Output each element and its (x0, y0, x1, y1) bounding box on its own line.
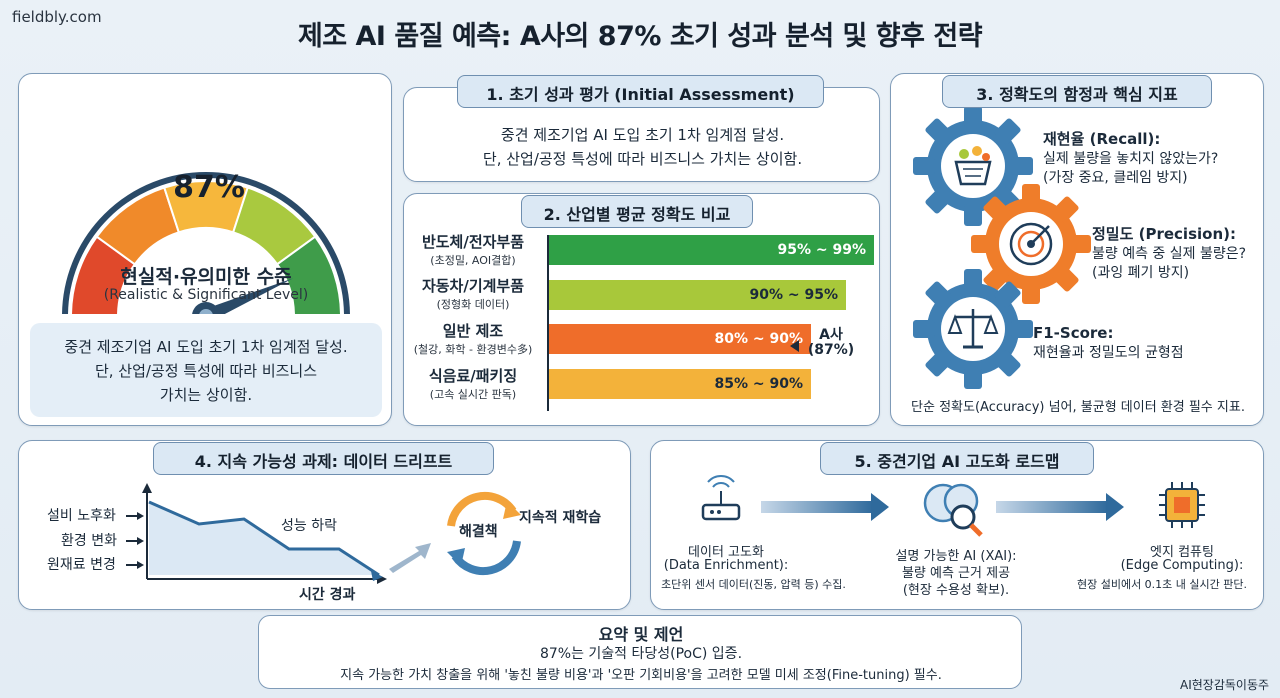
gear-f1-icon (913, 269, 1033, 389)
industry-row-label: 일반 제조 (철강, 화학 - 환경변수多) (403, 320, 543, 357)
gauge-hub-inner (199, 309, 213, 314)
metrics-panel: 재현율 (Recall): 실제 불량을 놓치지 않았는가? (가장 중요, 클… (890, 73, 1264, 426)
summary-title: 요약 및 제언 (598, 625, 684, 644)
roadmap-step-2-title2: 불량 예측 근거 제공 (901, 566, 1011, 581)
gauge-segment (275, 235, 342, 314)
gauge-note-line: 중견 제조기업 AI 도입 초기 1차 임계점 달성. (64, 338, 348, 356)
summary-line-1: 87%는 기술적 타당성(PoC) 입증. (539, 646, 743, 662)
gauge-label-en: (Realistic & Significant Level) (103, 287, 309, 303)
metric-recall-note: (가장 중요, 클레임 방지) (1043, 170, 1188, 186)
assessment-line: 단, 산업/공정 특성에 따라 비즈니스 가치는 상이함. (482, 150, 803, 168)
roadmap-step-2-title: 설명 가능한 AI (XAI): (895, 549, 1017, 564)
drift-cause-2: 환경 변화 (61, 533, 117, 549)
company-marker-arrow (790, 340, 799, 352)
roadmap-step-1-title2: (Data Enrichment): (663, 558, 789, 573)
roadmap-step-3-title: 엣지 컴퓨팅 (1150, 545, 1214, 560)
router-icon (701, 475, 741, 521)
gauge-hub (192, 302, 220, 314)
roadmap-tab: 5. 중견기업 AI 고도화 로드맵 (820, 442, 1094, 475)
gauge-needle (203, 278, 294, 314)
industry-sub: (고속 실시간 판독) (429, 388, 517, 401)
metrics-footer: 단순 정확도(Accuracy) 넘어, 불균형 데이터 환경 필수 지표. (911, 400, 1245, 415)
industry-name: 자동차/기계부품 (421, 277, 525, 295)
gauge-rim (62, 172, 350, 314)
gauge-panel: 87% 현실적·유의미한 수준 (Realistic & Significant… (18, 73, 392, 426)
company-marker-label: A사 (819, 327, 843, 343)
drift-cause-3: 원재료 변경 (47, 557, 116, 573)
drift-chart (126, 483, 521, 584)
assessment-line: 중견 제조기업 AI 도입 초기 1차 임계점 달성. (500, 126, 785, 144)
industry-bar: 90% ~ 95% (549, 280, 846, 310)
roadmap-step-1-desc: 초단위 센서 데이터(진동, 압력 등) 수집. (661, 578, 846, 591)
gear-precision-icon (971, 184, 1091, 304)
accuracy-gauge (62, 172, 350, 314)
metric-recall: 재현율 (Recall): 실제 불량을 놓치지 않았는가? (가장 중요, 클… (1043, 130, 1263, 188)
summary-box: 요약 및 제언 87%는 기술적 타당성(PoC) 입증. 지속 가능한 가치 … (258, 615, 1022, 689)
industry-bar: 80% ~ 90% (549, 324, 811, 354)
drift-decline-label: 성능 하락 (281, 518, 337, 534)
gauge-note-line: 단, 산업/공정 특성에 따라 비즈니스 (94, 362, 318, 380)
metric-gears (913, 106, 1091, 389)
drift-solution: 해결책 (459, 524, 498, 540)
industry-name: 일반 제조 (442, 322, 504, 340)
industry-chart: 반도체/전자부품 (초정밀, AOI결합) 95% ~ 99% 자동차/기계부품 (정형… (403, 193, 880, 426)
chart-axis-line (547, 235, 549, 411)
summary-line-2: 지속 가능한 가치 창출을 위해 '놓친 불량 비용'과 '오판 기회비용'을 … (340, 668, 942, 683)
metric-f1-title: F1-Score: (1033, 324, 1114, 342)
drift-tab: 4. 지속 가능성 과제: 데이터 드리프트 (153, 442, 494, 475)
industry-name: 식음료/패키징 (428, 367, 518, 385)
gauge-label: 현실적·유의미한 수준 (120, 266, 292, 288)
drift-xlabel: 시간 경과 (299, 587, 356, 603)
metric-f1: F1-Score: 재현율과 정밀도의 균형점 (1033, 324, 1263, 363)
page-title: 제조 AI 품질 예측: A사의 87% 초기 성과 분석 및 향후 전략 (297, 21, 983, 52)
metric-recall-title: 재현율 (Recall): (1043, 130, 1161, 148)
industry-row-label: 자동차/기계부품 (정형화 데이터) (403, 275, 543, 312)
metric-precision-desc: 불량 예측 중 실제 불량은? (1092, 246, 1247, 262)
chip-icon (1159, 482, 1205, 528)
industry-row-label: 반도체/전자부품 (초정밀, AOI결합) (403, 231, 543, 268)
site-watermark: fieldbly.com (12, 8, 102, 26)
credit: AI현장감독이동주 (1180, 678, 1270, 692)
roadmap-step-3-title2: (Edge Computing): (1120, 558, 1244, 573)
metric-precision-note: (과잉 폐기 방지) (1092, 265, 1190, 281)
refresh-cycle-icon (447, 491, 521, 576)
brain-magnifier-icon (923, 483, 983, 537)
metric-precision: 정밀도 (Precision): 불량 예측 중 실제 불량은? (과잉 폐기 … (1092, 225, 1264, 283)
roadmap-step-1-title: 데이터 고도화 (688, 545, 764, 560)
industry-tab: 2. 산업별 평균 정확도 비교 (521, 195, 753, 228)
roadmap-step-3-desc: 현장 설비에서 0.1초 내 실시간 판단. (1076, 578, 1248, 591)
company-marker-value: (87%) (807, 342, 855, 358)
drift-retrain: 지속적 재학습 (519, 510, 602, 526)
gauge-note-box: 중견 제조기업 AI 도입 초기 1차 임계점 달성. 단, 산업/공정 특성에… (30, 323, 382, 417)
industry-bar: 95% ~ 99% (549, 235, 874, 265)
metric-recall-desc: 실제 불량을 놓치지 않았는가? (1043, 151, 1219, 167)
drift-cause-1: 설비 노후화 (47, 508, 116, 524)
metrics-tab: 3. 정확도의 함정과 핵심 지표 (942, 75, 1212, 108)
industry-bar: 85% ~ 90% (549, 369, 811, 399)
industry-sub: (철강, 화학 - 환경변수多) (413, 343, 533, 356)
industry-row-label: 식음료/패키징 (고속 실시간 판독) (403, 365, 543, 402)
roadmap-step-2-desc: (현장 수용성 확보). (902, 583, 1010, 598)
industry-name: 반도체/전자부품 (421, 233, 525, 251)
gauge-value: 87% (173, 170, 245, 205)
assessment-tab: 1. 초기 성과 평가 (Initial Assessment) (457, 75, 824, 108)
roadmap-arrows (701, 475, 1205, 537)
industry-sub: (초정밀, AOI결합) (430, 254, 516, 267)
gear-recall-icon (913, 106, 1033, 226)
industry-sub: (정형화 데이터) (436, 298, 510, 311)
gauge-note-line: 가치는 상이함. (159, 386, 253, 404)
metric-precision-title: 정밀도 (Precision): (1092, 225, 1236, 243)
metric-f1-desc: 재현율과 정밀도의 균형점 (1033, 345, 1184, 361)
